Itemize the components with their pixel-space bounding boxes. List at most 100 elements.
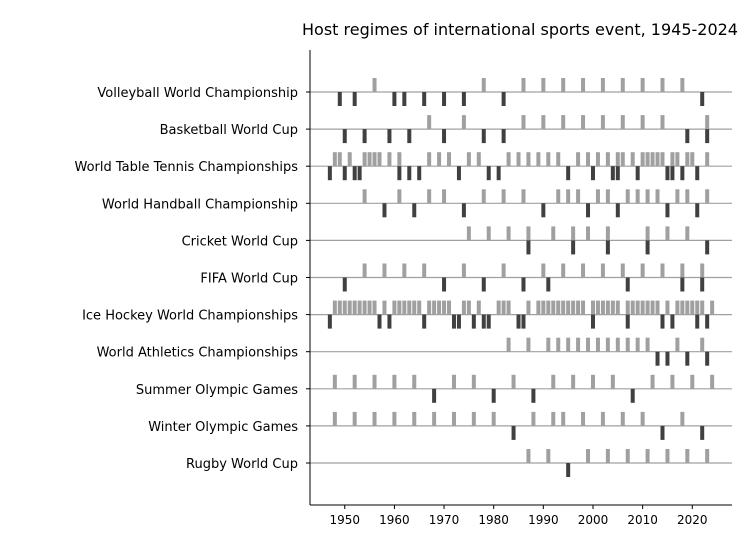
upper-event-marker [496, 300, 501, 315]
upper-event-marker [526, 152, 531, 167]
lower-event-marker [352, 92, 357, 106]
upper-event-marker [685, 152, 690, 167]
lower-event-marker [442, 277, 447, 292]
upper-event-marker [486, 226, 491, 241]
upper-event-marker [700, 337, 705, 352]
upper-event-marker [432, 411, 437, 426]
upper-event-marker [442, 300, 447, 315]
upper-event-marker [461, 263, 466, 278]
lower-event-marker [407, 129, 412, 144]
lower-event-marker [665, 351, 670, 366]
upper-event-marker [605, 226, 610, 241]
lower-event-marker [327, 166, 332, 181]
category-label: Rugby World Cup [186, 457, 298, 472]
lower-event-marker [700, 92, 705, 106]
upper-event-marker [655, 300, 660, 315]
upper-event-marker [377, 152, 382, 167]
upper-event-marker [367, 300, 372, 315]
upper-event-marker [625, 189, 630, 204]
upper-event-marker [690, 300, 695, 315]
upper-event-marker [566, 189, 571, 204]
upper-event-marker [526, 226, 531, 241]
upper-event-marker [680, 300, 685, 315]
upper-event-marker [447, 300, 452, 315]
lower-event-marker [352, 166, 357, 181]
upper-event-marker [397, 152, 402, 167]
upper-event-marker [586, 337, 591, 352]
x-tick-label: 1980 [478, 513, 509, 527]
upper-event-marker [705, 449, 710, 463]
upper-event-marker [402, 263, 407, 278]
upper-event-marker [342, 300, 347, 315]
upper-event-marker [685, 189, 690, 204]
lower-event-marker [590, 314, 595, 329]
upper-event-marker [660, 152, 665, 167]
upper-event-marker [546, 449, 551, 463]
upper-event-marker [347, 152, 352, 167]
upper-event-marker [600, 263, 605, 278]
upper-event-marker [581, 300, 586, 315]
upper-event-marker [561, 411, 566, 426]
upper-event-marker [556, 189, 561, 204]
lower-event-marker [422, 92, 427, 106]
upper-event-marker [347, 300, 352, 315]
category-label: Winter Olympic Games [148, 420, 298, 435]
upper-event-marker [645, 152, 650, 167]
upper-event-marker [412, 300, 417, 315]
upper-event-marker [506, 300, 511, 315]
upper-event-marker [670, 374, 675, 389]
lower-event-marker [665, 166, 670, 181]
upper-event-marker [680, 411, 685, 426]
upper-event-marker [615, 152, 620, 167]
upper-event-marker [556, 337, 561, 352]
upper-event-marker [635, 189, 640, 204]
upper-event-marker [685, 300, 690, 315]
upper-event-marker [705, 115, 710, 130]
upper-event-marker [372, 78, 377, 92]
upper-event-marker [700, 300, 705, 315]
upper-event-marker [685, 449, 690, 463]
upper-event-marker [372, 300, 377, 315]
upper-event-marker [675, 189, 680, 204]
upper-event-marker [422, 263, 427, 278]
lower-event-marker [615, 166, 620, 181]
upper-event-marker [362, 300, 367, 315]
upper-event-marker [437, 300, 442, 315]
upper-event-marker [466, 152, 471, 167]
upper-event-marker [481, 78, 486, 92]
upper-event-marker [630, 300, 635, 315]
upper-event-marker [581, 263, 586, 278]
upper-event-marker [665, 449, 670, 463]
category-label: World Handball Championship [102, 197, 298, 212]
lower-event-marker [342, 277, 347, 292]
upper-event-marker [352, 374, 357, 389]
upper-event-marker [576, 300, 581, 315]
lower-event-marker [680, 166, 685, 181]
lower-event-marker [705, 129, 710, 144]
lower-event-marker [566, 463, 571, 477]
upper-event-marker [600, 115, 605, 130]
upper-event-marker [600, 78, 605, 92]
upper-event-marker [620, 115, 625, 130]
upper-event-marker [645, 337, 650, 352]
x-tick-label: 1990 [528, 513, 559, 527]
upper-event-marker [437, 152, 442, 167]
category-label: Cricket World Cup [182, 234, 298, 249]
lower-event-marker [501, 129, 506, 144]
upper-event-marker [600, 411, 605, 426]
upper-event-marker [427, 115, 432, 130]
upper-event-marker [546, 337, 551, 352]
lower-event-marker [342, 129, 347, 144]
upper-event-marker [595, 337, 600, 352]
lower-event-marker [387, 314, 392, 329]
upper-event-marker [447, 152, 452, 167]
upper-event-marker [402, 300, 407, 315]
upper-event-marker [392, 374, 397, 389]
upper-event-marker [491, 411, 496, 426]
lower-event-marker [665, 203, 670, 218]
x-tick-label: 2010 [627, 513, 658, 527]
upper-event-marker [531, 411, 536, 426]
upper-event-marker [680, 263, 685, 278]
upper-event-marker [660, 115, 665, 130]
upper-event-marker [605, 337, 610, 352]
